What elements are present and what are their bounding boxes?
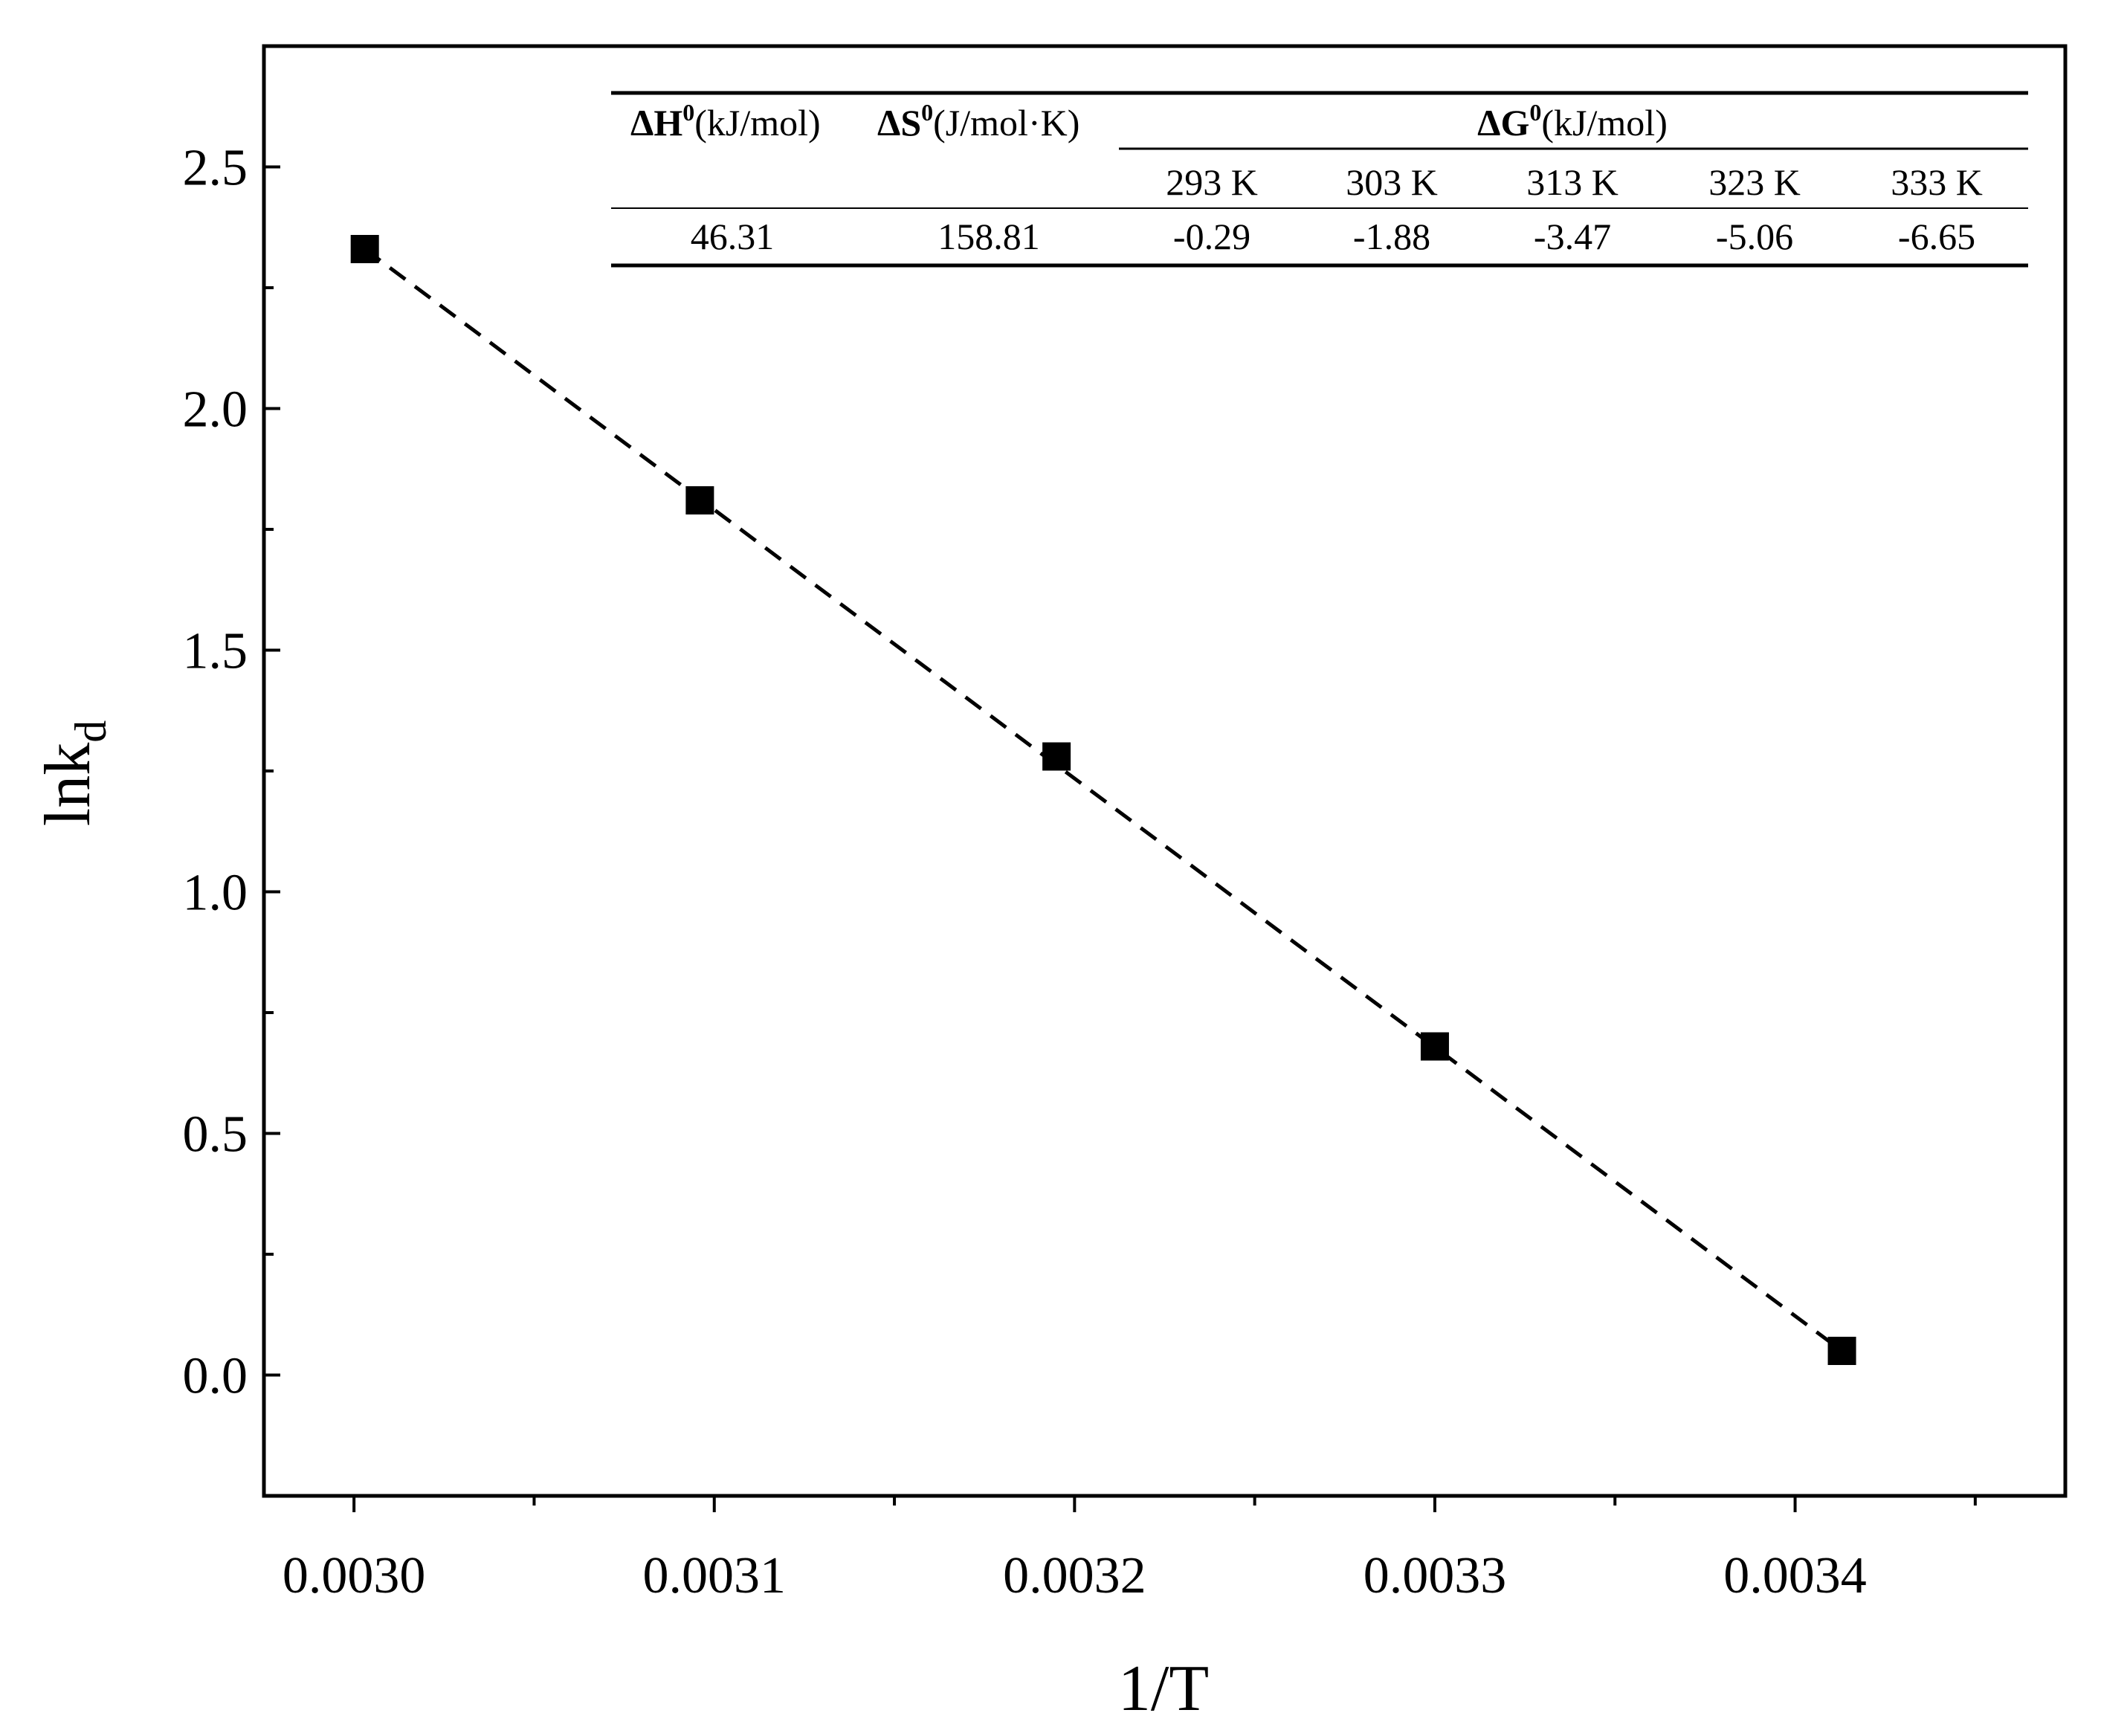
table-temp-323: 323 K (1708, 161, 1801, 203)
x-axis-tick-labels: 0.0030 0.0031 0.0032 0.0033 0.0034 (283, 1547, 1867, 1604)
y-axis-title-subscript: d (66, 720, 115, 743)
data-point (1420, 1032, 1449, 1061)
x-axis-title: 1/T (1118, 1653, 1209, 1725)
y-tick-label: 2.5 (183, 140, 248, 197)
fit-line-group (364, 247, 1844, 1353)
data-point (1827, 1337, 1856, 1365)
table-temp-303: 303 K (1346, 161, 1438, 203)
table-temp-333: 333 K (1891, 161, 1983, 203)
table-value-dg-303: -1.88 (1353, 216, 1430, 257)
table-value-dg-323: -5.06 (1716, 216, 1793, 257)
table-header-dg: ΔG0(kJ/mol) (1477, 99, 1668, 143)
y-tick-label: 1.0 (183, 865, 248, 922)
y-tick-label: 2.0 (183, 381, 248, 439)
data-point (685, 486, 714, 514)
table-value-ds: 158.81 (937, 216, 1040, 257)
table-header-dh: ΔH0(kJ/mol) (630, 99, 821, 143)
data-point (350, 235, 379, 263)
table-temp-313: 313 K (1526, 161, 1618, 203)
table-value-dh: 46.31 (691, 216, 775, 257)
x-tick-label: 0.0031 (643, 1547, 787, 1604)
data-point (1042, 742, 1071, 771)
table-temp-293: 293 K (1166, 161, 1258, 203)
x-tick-label: 0.0033 (1363, 1547, 1507, 1604)
x-tick-label: 0.0032 (1003, 1547, 1146, 1604)
svg-text:lnkd: lnkd (32, 720, 115, 826)
fit-line (364, 247, 1844, 1353)
table-header-ds: ΔS0(J/mol·K) (877, 99, 1079, 143)
y-tick-label: 1.5 (183, 623, 248, 680)
table-value-dg-333: -6.65 (1898, 216, 1975, 257)
y-tick-label: 0.5 (183, 1106, 248, 1164)
y-axis-ticks (264, 45, 280, 1497)
y-tick-label: 0.0 (183, 1348, 248, 1405)
y-axis-title-main: lnk (32, 743, 104, 826)
x-tick-label: 0.0034 (1723, 1547, 1867, 1604)
x-axis-ticks (352, 1496, 1977, 1512)
table-value-dg-293: -0.29 (1173, 216, 1250, 257)
x-tick-label: 0.0030 (283, 1547, 426, 1604)
data-points (350, 235, 1856, 1365)
y-axis-title: lnkd (32, 720, 115, 826)
table-value-dg-313: -3.47 (1534, 216, 1611, 257)
y-axis-tick-labels: 0.0 0.5 1.0 1.5 2.0 2.5 (183, 140, 248, 1405)
inset-table: ΔH0(kJ/mol) ΔS0(J/mol·K) ΔG0(kJ/mol) 293… (611, 91, 2028, 268)
